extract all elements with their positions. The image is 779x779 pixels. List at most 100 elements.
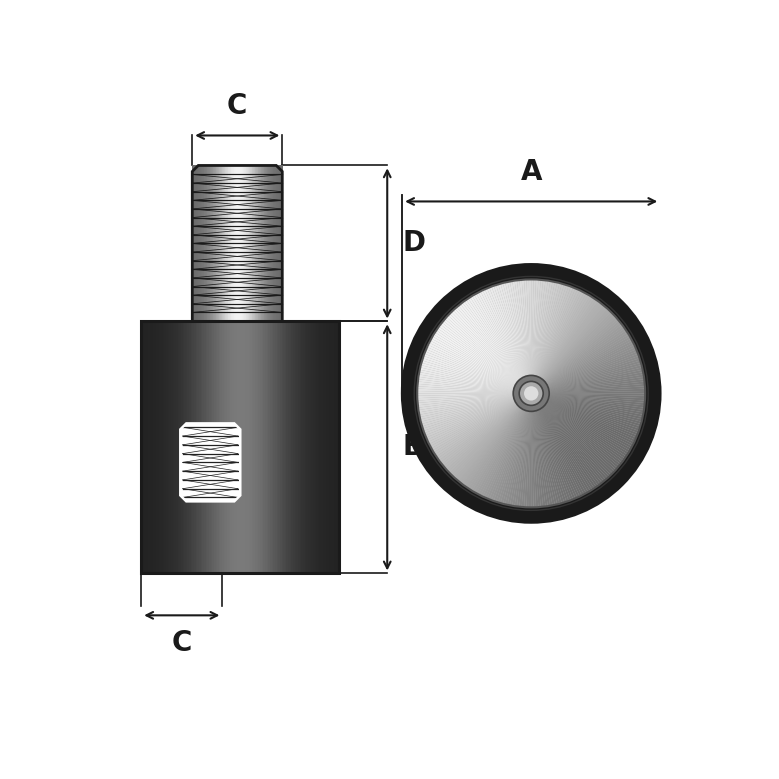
Wedge shape: [474, 393, 531, 493]
Wedge shape: [531, 393, 645, 403]
Bar: [234, 322, 236, 573]
Bar: [279, 165, 280, 322]
Wedge shape: [446, 393, 531, 471]
Bar: [186, 322, 188, 573]
Bar: [167, 322, 170, 573]
Bar: [218, 165, 219, 322]
Wedge shape: [496, 393, 531, 502]
Bar: [240, 165, 241, 322]
Wedge shape: [531, 298, 596, 393]
Wedge shape: [448, 393, 531, 473]
Wedge shape: [425, 349, 531, 393]
Wedge shape: [481, 291, 531, 393]
Wedge shape: [531, 281, 552, 393]
Bar: [197, 322, 199, 573]
Wedge shape: [531, 307, 608, 393]
Bar: [169, 322, 171, 573]
Wedge shape: [515, 393, 531, 506]
Bar: [262, 322, 264, 573]
Wedge shape: [445, 393, 531, 470]
Bar: [245, 322, 248, 573]
Bar: [199, 165, 201, 322]
Wedge shape: [421, 393, 531, 424]
Bar: [252, 322, 254, 573]
Bar: [206, 165, 207, 322]
Wedge shape: [505, 393, 531, 505]
Wedge shape: [531, 393, 548, 506]
Wedge shape: [499, 284, 531, 393]
Bar: [228, 165, 230, 322]
Bar: [266, 165, 267, 322]
Wedge shape: [418, 377, 531, 393]
Wedge shape: [515, 280, 531, 393]
Bar: [264, 165, 266, 322]
Bar: [204, 322, 206, 573]
Wedge shape: [489, 287, 531, 393]
Bar: [334, 322, 337, 573]
Bar: [219, 165, 220, 322]
Wedge shape: [459, 393, 531, 483]
Wedge shape: [429, 340, 531, 393]
Wedge shape: [432, 393, 531, 453]
Wedge shape: [527, 393, 531, 507]
Wedge shape: [531, 393, 550, 506]
Bar: [263, 165, 265, 322]
Bar: [301, 322, 304, 573]
Wedge shape: [418, 393, 531, 396]
Wedge shape: [531, 393, 594, 490]
Bar: [260, 322, 263, 573]
Wedge shape: [531, 386, 645, 393]
Wedge shape: [531, 393, 629, 454]
Bar: [184, 322, 186, 573]
Wedge shape: [418, 389, 531, 393]
Wedge shape: [531, 393, 631, 450]
Wedge shape: [531, 280, 545, 393]
Bar: [202, 165, 203, 322]
Wedge shape: [455, 393, 531, 480]
Wedge shape: [531, 343, 634, 393]
Bar: [195, 165, 196, 322]
Bar: [259, 322, 261, 573]
Bar: [219, 322, 221, 573]
Wedge shape: [531, 292, 586, 393]
Bar: [294, 322, 297, 573]
Bar: [236, 165, 237, 322]
Bar: [209, 165, 210, 322]
Wedge shape: [492, 286, 531, 393]
Wedge shape: [531, 315, 616, 393]
Bar: [256, 322, 257, 573]
Bar: [259, 165, 261, 322]
Bar: [178, 322, 180, 573]
Wedge shape: [531, 393, 634, 444]
Bar: [213, 165, 215, 322]
Wedge shape: [531, 393, 644, 407]
Wedge shape: [472, 393, 531, 492]
Bar: [293, 322, 295, 573]
Bar: [278, 322, 280, 573]
Bar: [278, 165, 279, 322]
Wedge shape: [531, 393, 641, 426]
Bar: [276, 165, 277, 322]
Wedge shape: [432, 334, 531, 393]
Bar: [326, 322, 328, 573]
Bar: [316, 322, 319, 573]
Wedge shape: [483, 393, 531, 498]
Wedge shape: [531, 393, 623, 462]
Bar: [255, 165, 256, 322]
Bar: [196, 165, 197, 322]
Bar: [251, 165, 252, 322]
Wedge shape: [424, 393, 531, 433]
Wedge shape: [438, 393, 531, 460]
Wedge shape: [449, 393, 531, 475]
Wedge shape: [436, 393, 531, 458]
Wedge shape: [531, 283, 562, 393]
Bar: [191, 322, 193, 573]
Wedge shape: [471, 296, 531, 393]
Wedge shape: [449, 312, 531, 393]
Wedge shape: [531, 384, 645, 393]
Wedge shape: [418, 386, 531, 393]
Bar: [196, 322, 198, 573]
Bar: [290, 322, 292, 573]
Bar: [208, 165, 210, 322]
Bar: [158, 322, 160, 573]
